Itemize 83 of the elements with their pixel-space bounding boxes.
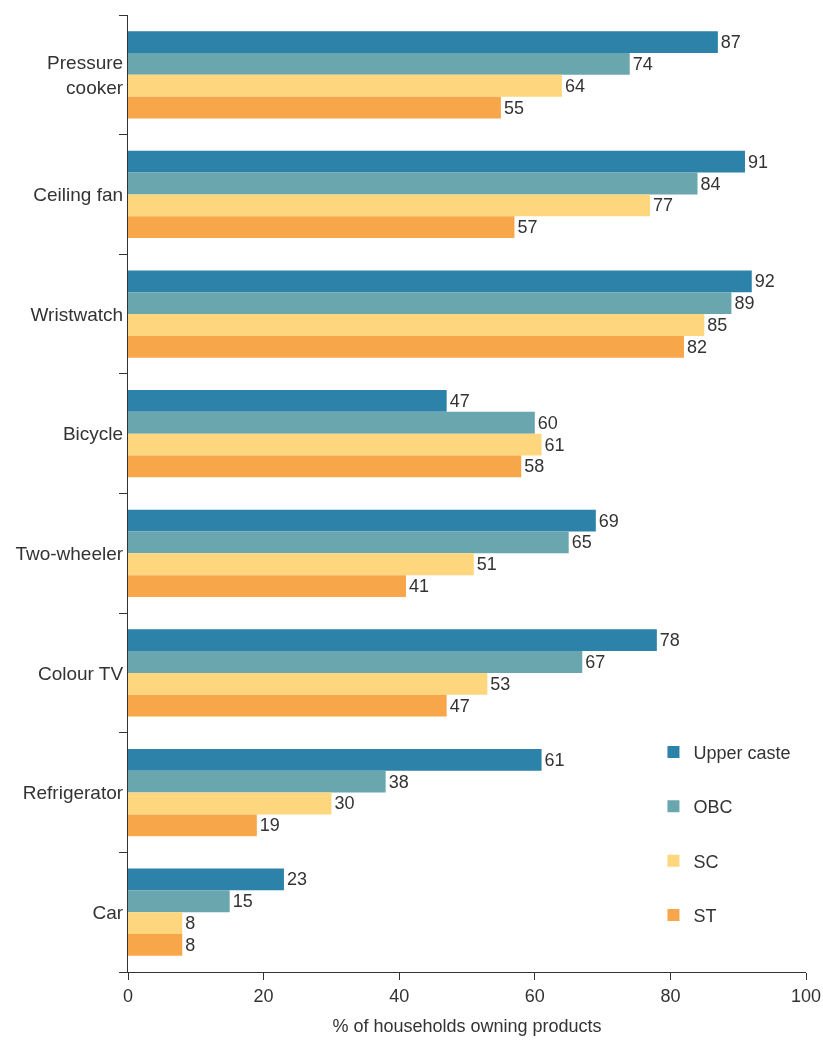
bar (128, 770, 386, 793)
data-label: 85 (707, 314, 728, 335)
bar (128, 792, 332, 815)
x-tick-label: 20 (253, 985, 274, 1006)
data-label: 41 (408, 576, 430, 597)
bar (128, 216, 515, 239)
bar (128, 553, 474, 576)
data-label: 87 (720, 32, 741, 53)
bar (128, 509, 596, 532)
data-label: 91 (747, 151, 769, 172)
bar (128, 390, 447, 412)
legend-label: Upper caste (693, 742, 791, 763)
legend-label: SC (693, 851, 719, 872)
x-tick-label: 60 (524, 985, 545, 1006)
data-label: 55 (503, 97, 524, 118)
y-tick-label: Refrigerator (22, 782, 124, 804)
data-label: 47 (449, 390, 470, 411)
bar (128, 335, 684, 358)
y-tick-label: Two-wheeler (15, 542, 124, 564)
data-label: 78 (659, 630, 680, 651)
data-label: 69 (598, 510, 619, 531)
x-tick-label: 0 (122, 985, 134, 1006)
bar (128, 651, 583, 673)
bar (128, 74, 562, 97)
data-label: 64 (564, 75, 585, 96)
bar (128, 531, 569, 554)
data-label: 89 (734, 293, 755, 314)
bar (128, 270, 752, 293)
y-tick-label: Ceiling fan (33, 184, 124, 206)
bar (128, 433, 542, 456)
bar (128, 194, 651, 217)
data-label: 82 (686, 336, 707, 357)
data-label: 67 (585, 652, 606, 673)
bar (128, 575, 406, 597)
y-tick-label: Car (92, 901, 124, 923)
y-tick-label: Wristwatch (30, 303, 124, 325)
data-label: 61 (544, 749, 565, 770)
bar (128, 31, 718, 53)
bar (128, 172, 698, 195)
data-label: 60 (537, 412, 558, 433)
bar (128, 150, 745, 173)
data-label: 57 (517, 217, 538, 238)
data-label: 23 (286, 869, 307, 890)
legend-label: OBC (693, 797, 733, 818)
bar (128, 455, 522, 478)
data-label: 61 (544, 434, 565, 455)
x-tick-label: 80 (660, 985, 681, 1006)
bar (128, 292, 732, 315)
bar (128, 890, 230, 913)
x-tick-label: 40 (389, 985, 410, 1006)
bar (128, 912, 183, 935)
data-label: 15 (232, 891, 253, 912)
data-label: 84 (700, 173, 721, 194)
data-label: 74 (632, 53, 653, 74)
data-label: 8 (185, 913, 196, 934)
data-label: 53 (490, 673, 511, 694)
data-label: 92 (754, 271, 775, 292)
y-tick-label: Colour TV (37, 662, 124, 684)
bar (128, 411, 535, 434)
bar (128, 748, 542, 771)
x-axis-title: % of households owning products (332, 1015, 602, 1036)
bar (128, 314, 705, 336)
bar (128, 96, 501, 119)
data-label: 30 (334, 793, 355, 814)
bar (128, 868, 284, 891)
data-label: 8 (185, 934, 196, 955)
x-tick-label: 100 (790, 985, 822, 1006)
y-tick-label: Bicycle (62, 423, 124, 445)
data-label: 58 (524, 456, 545, 477)
data-label: 38 (388, 771, 409, 792)
bar (128, 629, 657, 652)
bar (128, 814, 257, 837)
data-label: 19 (259, 815, 280, 836)
bar (128, 934, 183, 956)
legend-label: ST (693, 906, 717, 927)
bar (128, 672, 488, 695)
y-tick-label: Pressure cooker (47, 52, 124, 98)
bar (128, 694, 447, 717)
data-label: 77 (653, 195, 674, 216)
data-label: 65 (571, 532, 592, 553)
data-label: 47 (449, 695, 470, 716)
data-label: 51 (476, 554, 497, 575)
bar (128, 52, 630, 75)
